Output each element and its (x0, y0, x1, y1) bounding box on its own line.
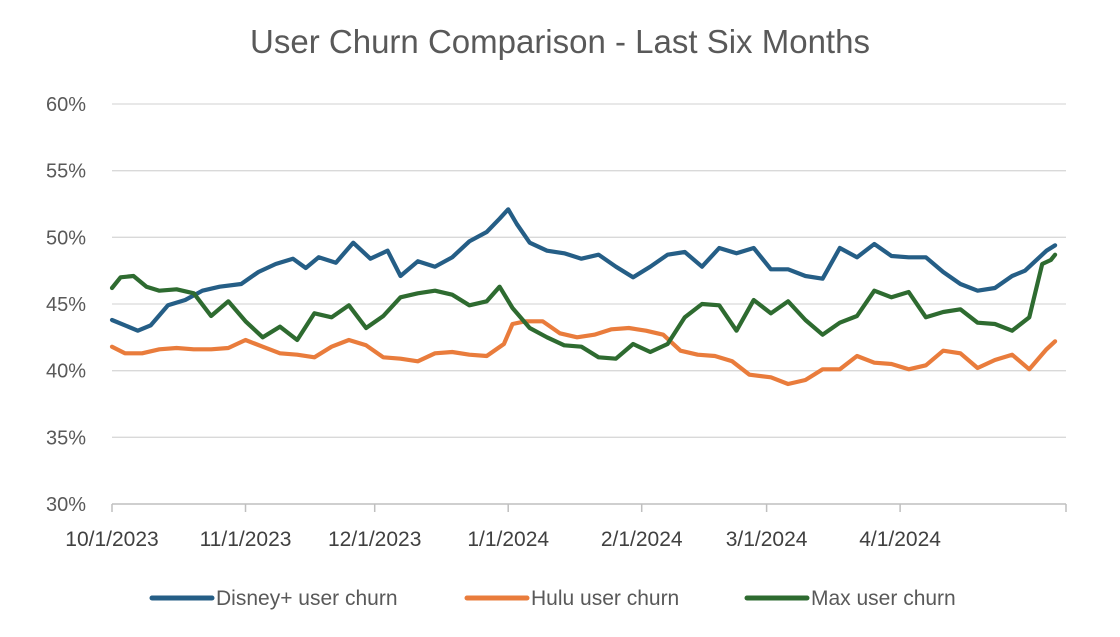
legend: Disney+ user churn Hulu user churn Max use… (149, 587, 956, 610)
y-tick-label: 55% (46, 161, 86, 183)
x-tick-label: 3/1/2024 (726, 528, 808, 551)
series-line-hulu-user-churn (109, 319, 1058, 387)
x-axis (111, 503, 1067, 512)
x-tick-label: 2/1/2024 (601, 528, 683, 551)
gridlines (112, 103, 1066, 438)
y-tick-label: 60% (46, 94, 86, 116)
y-tick-label: 40% (46, 361, 86, 383)
x-tick-label: 4/1/2024 (859, 528, 941, 551)
y-tick-labels: 30% 35% 40% 45% 50% 55% 60% (46, 94, 86, 516)
x-tick-label: 1/1/2024 (467, 528, 549, 551)
legend-label: Hulu user churn (531, 587, 679, 610)
y-tick-label: 45% (46, 294, 86, 316)
y-tick-label: 30% (46, 494, 86, 516)
x-tick-label: 12/1/2023 (328, 528, 421, 551)
series-line-max-user-churn (109, 252, 1058, 361)
x-tick-label: 10/1/2023 (65, 528, 158, 551)
series-lines (109, 207, 1058, 387)
x-tick-label: 11/1/2023 (200, 528, 292, 551)
x-tick-labels: 10/1/2023 11/1/2023 12/1/2023 1/1/2024 2/1/2… (65, 528, 941, 551)
chart-title: User Churn Comparison - Last Six Months (250, 23, 870, 60)
y-tick-label: 50% (46, 227, 86, 249)
legend-label: Disney+ user churn (216, 587, 398, 610)
y-tick-label: 35% (46, 427, 86, 449)
legend-label: Max user churn (811, 587, 956, 610)
series-line-disney-user-churn (109, 207, 1058, 333)
